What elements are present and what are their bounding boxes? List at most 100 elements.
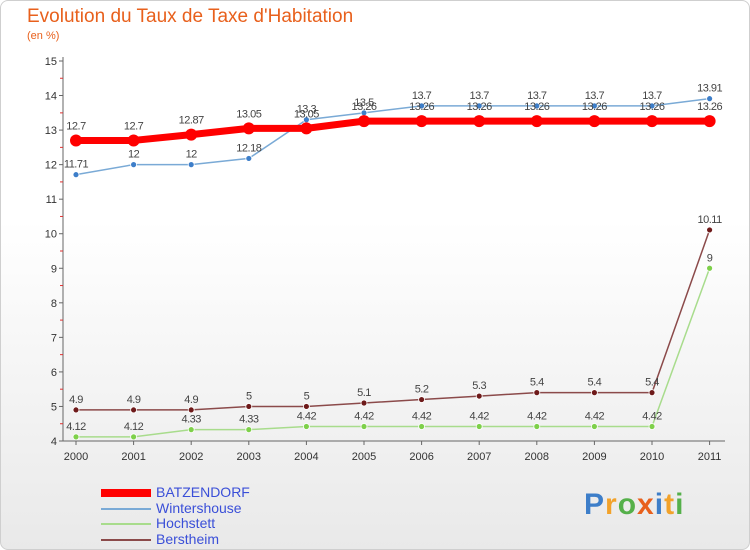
data-label-hochstett: 4.33	[239, 414, 259, 426]
y-tick-label: 11	[46, 194, 57, 206]
series-line-berstheim	[76, 229, 711, 411]
chart-plot: 4 5 6 7 8 9 10 11 12 13 14 15 2000 2001 2002 2003 2004 20…	[45, 56, 725, 463]
data-point-wintershouse	[533, 102, 541, 110]
data-label-hochstett: 4.12	[124, 421, 144, 433]
data-label-batzendorf: 13.26	[409, 101, 434, 113]
data-point-wintershouse	[706, 95, 713, 103]
data-point-batzendorf	[70, 134, 82, 147]
data-label-batzendorf: 13.26	[582, 101, 607, 113]
data-point-hochstett	[72, 433, 80, 441]
data-label-wintershouse: 11.71	[64, 159, 89, 171]
series-line-batzendorf	[72, 117, 714, 144]
data-point-berstheim	[533, 389, 541, 397]
y-tick-label: 15	[45, 56, 57, 68]
data-point-hochstett	[302, 423, 310, 430]
data-point-wintershouse	[187, 161, 195, 169]
legend-label: Hochstett	[156, 515, 216, 531]
legend-swatch	[101, 489, 151, 497]
data-label-batzendorf: 12.87	[179, 115, 204, 127]
data-label-hochstett: 4.42	[642, 410, 662, 422]
brand-logo: Proxiti	[584, 488, 684, 522]
legend-label: Berstheim	[156, 530, 220, 547]
data-label-wintershouse: 13.7	[527, 90, 547, 102]
series-line-wintershouse	[75, 97, 710, 176]
chart-title: Evolution du Taux de Taxe d'Habitation	[27, 6, 354, 27]
data-point-hochstett	[706, 264, 713, 272]
data-point-batzendorf	[242, 122, 255, 135]
x-tick-label: 2011	[698, 451, 722, 463]
y-axis-unit: (en %)	[27, 30, 60, 42]
brand-letter: o	[617, 488, 638, 521]
data-point-batzendorf	[300, 122, 313, 135]
data-label-batzendorf: 13.26	[351, 101, 376, 113]
data-point-wintershouse	[130, 161, 138, 169]
data-point-hochstett	[187, 426, 195, 434]
legend-item-batzendorf: BATZENDORF	[101, 485, 361, 501]
data-point-wintershouse	[475, 102, 483, 110]
legend-label: Wintershouse	[156, 499, 242, 516]
data-label-berstheim: 5	[304, 390, 310, 402]
data-label-batzendorf: 13.26	[524, 101, 549, 113]
data-label-wintershouse: 13.3	[297, 104, 317, 116]
data-label-wintershouse: 13.7	[642, 90, 662, 102]
data-point-berstheim	[418, 396, 426, 403]
data-label-hochstett: 4.42	[297, 410, 317, 422]
data-point-berstheim	[475, 392, 483, 400]
brand-letter: x	[637, 488, 655, 521]
data-point-hochstett	[591, 423, 598, 430]
data-label-wintershouse: 12	[128, 149, 140, 161]
data-label-wintershouse: 13.91	[697, 83, 722, 95]
data-point-berstheim	[187, 406, 195, 414]
brand-letter: t	[664, 488, 676, 521]
data-label-berstheim: 5.3	[472, 380, 486, 392]
y-tick-label: 4	[51, 436, 57, 448]
x-tick-label: 2005	[352, 451, 376, 463]
y-tick-label: 9	[51, 263, 57, 275]
data-point-hochstett	[648, 423, 656, 430]
x-tick-label: 2006	[409, 451, 433, 463]
data-label-hochstett: 4.42	[527, 410, 547, 422]
y-tick-label: 12	[45, 160, 57, 172]
data-label-berstheim: 10.11	[697, 214, 722, 226]
y-tick-label: 5	[51, 401, 57, 413]
data-label-batzendorf: 13.26	[639, 101, 664, 113]
data-point-hochstett	[533, 423, 541, 430]
data-point-hochstett	[475, 423, 483, 430]
x-tick-label: 2000	[64, 451, 88, 463]
y-tick-label: 6	[51, 367, 57, 379]
data-label-hochstett: 4.33	[181, 414, 201, 426]
x-tick-label: 2001	[121, 451, 145, 463]
data-label-berstheim: 4.9	[69, 394, 83, 406]
data-point-wintershouse	[245, 155, 253, 162]
legend-swatch	[101, 523, 151, 525]
data-point-batzendorf	[415, 115, 428, 128]
y-tick-label: 14	[45, 91, 57, 103]
data-label-berstheim: 5	[246, 390, 252, 402]
data-label-batzendorf: 13.05	[236, 108, 261, 120]
data-label-batzendorf: 13.26	[467, 101, 492, 113]
data-point-berstheim	[706, 226, 713, 234]
legend-label: BATZENDORF	[156, 484, 250, 500]
data-label-berstheim: 4.9	[184, 394, 198, 406]
x-tick-label: 2009	[582, 451, 606, 463]
data-point-batzendorf	[530, 115, 543, 128]
brand-letter: i	[654, 488, 665, 521]
data-point-wintershouse	[648, 102, 656, 110]
data-label-wintershouse: 13.7	[469, 90, 489, 102]
data-label-berstheim: 5.4	[645, 377, 659, 389]
x-tick-label: 2008	[525, 451, 549, 463]
data-point-batzendorf	[358, 115, 370, 128]
data-point-batzendorf	[588, 115, 601, 128]
series-line-hochstett	[76, 268, 711, 438]
legend-item-wintershouse: Wintershouse	[101, 499, 361, 517]
brand-letter: P	[584, 488, 606, 521]
data-label-hochstett: 4.42	[354, 410, 374, 422]
data-point-batzendorf	[703, 115, 716, 128]
data-point-batzendorf	[185, 128, 198, 141]
data-label-wintershouse: 12	[186, 149, 198, 161]
data-label-hochstett: 9	[707, 252, 713, 264]
x-tick-label: 2003	[237, 451, 261, 463]
legend-swatch	[101, 507, 151, 510]
y-tick-label: 7	[51, 332, 57, 344]
data-label-hochstett: 4.42	[412, 410, 432, 422]
